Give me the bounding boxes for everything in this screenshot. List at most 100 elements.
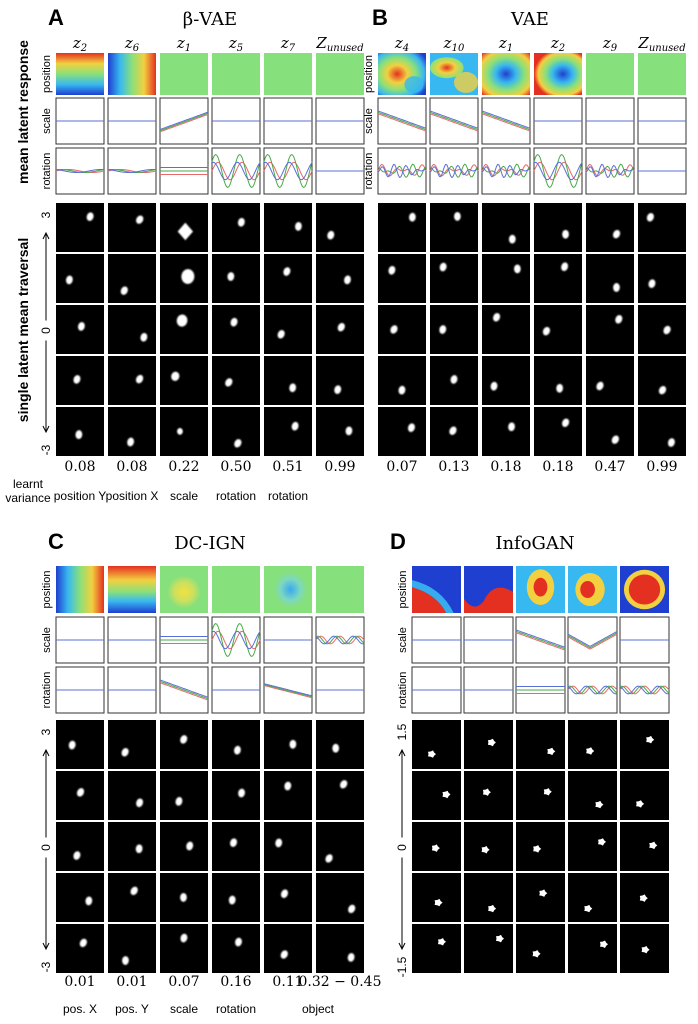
- traversal-image: [56, 822, 104, 871]
- traversal-image: [464, 924, 513, 973]
- latent-column: z1 0.22 scale: [160, 34, 208, 503]
- traversal-image: [430, 305, 478, 354]
- rotation-plot: [482, 148, 530, 194]
- traversal-image: [430, 356, 478, 405]
- variance-value: 0.08: [116, 459, 147, 475]
- axis-mid-label: 0: [395, 844, 409, 851]
- position-map: [620, 566, 669, 613]
- latent-column: z9 0.47: [586, 34, 634, 475]
- variance-value: 0.22: [168, 459, 199, 475]
- latent-name: z10: [443, 34, 465, 54]
- axis-top-label: 3: [39, 728, 53, 735]
- traversal-image: [568, 771, 617, 820]
- traversal-image: [212, 771, 260, 820]
- latent-column: c5: [620, 560, 669, 973]
- traversal-image: [464, 822, 513, 871]
- traversal-image: [108, 873, 156, 922]
- scale-plot: [212, 98, 260, 144]
- position-map: [316, 566, 364, 613]
- traversal-image: [620, 822, 669, 871]
- scale-plot: [264, 617, 312, 663]
- traversal-image: [108, 203, 156, 252]
- row-label-position: position: [397, 571, 409, 609]
- traversal-image: [108, 356, 156, 405]
- variance-value: 0.51: [272, 459, 303, 475]
- row-label-position: position: [41, 55, 53, 93]
- variance-value: 0.18: [542, 459, 573, 475]
- scale-plot: [534, 98, 582, 144]
- position-map: [264, 566, 312, 613]
- traversal-image: [108, 305, 156, 354]
- variance-value: 0.07: [386, 459, 417, 475]
- traversal-image: [586, 305, 634, 354]
- traversal-image: [56, 720, 104, 769]
- traversal-image: [108, 822, 156, 871]
- traversal-image: [378, 305, 426, 354]
- axis-bottom-label: -3: [39, 444, 53, 455]
- position-map: [638, 53, 686, 95]
- traversal-image: [56, 305, 104, 354]
- traversal-image: [56, 771, 104, 820]
- factor-label: position X: [106, 489, 159, 503]
- factor-label: scale: [170, 489, 198, 503]
- traversal-image: [264, 720, 312, 769]
- traversal-image: [516, 873, 565, 922]
- panel-letter: C: [48, 529, 64, 554]
- position-map: [378, 53, 426, 95]
- axis-bottom-label: -3: [39, 961, 53, 972]
- position-map: [534, 53, 582, 95]
- rotation-plot: [56, 148, 104, 194]
- traversal-image: [430, 407, 478, 456]
- variance-value: 0.47: [594, 459, 625, 475]
- traversal-image: [378, 356, 426, 405]
- traversal-image: [316, 771, 364, 820]
- rotation-plot: [516, 667, 565, 713]
- row-label-position: position: [41, 571, 53, 609]
- traversal-image: [516, 720, 565, 769]
- rotation-plot: [316, 148, 364, 194]
- traversal-image: [482, 356, 530, 405]
- traversal-image: [316, 203, 364, 252]
- rotation-plot: [56, 667, 104, 713]
- traversal-image: [160, 924, 208, 973]
- panel-C: CDC-IGNz30.01pos. Xz40.01pos. Yz10.07sca…: [39, 529, 381, 1016]
- latent-name: Zunused: [637, 34, 685, 54]
- panel-letter: B: [372, 5, 388, 30]
- position-map: [412, 566, 461, 613]
- latent-column: c1: [412, 560, 461, 973]
- row-label-rotation: rotation: [363, 153, 375, 190]
- variance-value: 0.07: [168, 974, 199, 990]
- position-map: [264, 53, 312, 95]
- axis-mid-label: 0: [39, 327, 53, 334]
- traversal-image: [638, 407, 686, 456]
- traversal-image: [108, 720, 156, 769]
- rotation-plot: [464, 667, 513, 713]
- scale-plot: [586, 98, 634, 144]
- traversal-image: [160, 771, 208, 820]
- scale-plot: [108, 617, 156, 663]
- scale-plot: [316, 617, 364, 663]
- traversal-image: [108, 771, 156, 820]
- scale-plot: [482, 98, 530, 144]
- traversal-image: [160, 254, 208, 303]
- position-map: [212, 566, 260, 613]
- panel-title: VAE: [510, 9, 549, 30]
- traversal-image: [108, 924, 156, 973]
- position-map: [516, 566, 565, 613]
- traversal-image: [316, 873, 364, 922]
- traversal-image: [586, 254, 634, 303]
- traversal-image: [586, 356, 634, 405]
- row-label-scale: scale: [41, 627, 53, 653]
- position-map: [586, 53, 634, 95]
- variance-value: 0.16: [220, 974, 251, 990]
- traversal-image: [264, 873, 312, 922]
- factor-label: scale: [170, 1002, 198, 1016]
- latent-column: z50.11: [264, 560, 312, 990]
- latent-column: z5 0.50 rotation: [212, 34, 260, 503]
- rotation-plot: [378, 148, 426, 194]
- latent-column: Zunused 0.99: [637, 34, 686, 475]
- traversal-image: [516, 924, 565, 973]
- scale-plot: [568, 617, 617, 663]
- rotation-plot: [108, 148, 156, 194]
- traversal-image: [160, 407, 208, 456]
